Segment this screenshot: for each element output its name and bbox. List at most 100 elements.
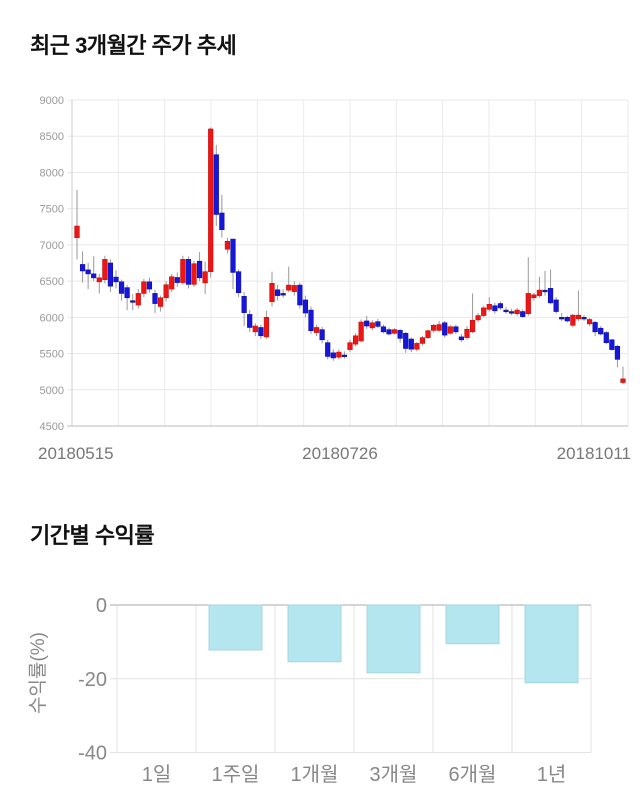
candle-up bbox=[369, 322, 375, 329]
price-x-date-label: 20180515 bbox=[38, 444, 114, 463]
candle-doji bbox=[559, 317, 565, 320]
candle-down bbox=[107, 262, 114, 287]
returns-x-category-label: 1년 bbox=[537, 763, 567, 786]
price-y-tick-label: 5500 bbox=[40, 349, 64, 361]
candle-down bbox=[230, 238, 236, 273]
price-x-date-label: 20180726 bbox=[302, 444, 378, 463]
candle-down bbox=[302, 299, 309, 314]
candle-doji bbox=[341, 354, 348, 358]
candle-down bbox=[325, 342, 331, 357]
candle-down bbox=[124, 287, 130, 299]
period-returns-bar-chart: 0 -20 -40 1일 1주일 1개월 3개월 6개월 1년 수익률(%) bbox=[27, 595, 592, 786]
candle-down bbox=[492, 305, 498, 312]
candle-down bbox=[609, 339, 615, 350]
candle-up bbox=[102, 259, 108, 280]
return-bar bbox=[287, 604, 342, 663]
price-candlestick-chart: 9000 8500 8000 7500 7000 6500 6000 5500 5000 4500… bbox=[38, 95, 631, 463]
price-y-tick-label: 7500 bbox=[40, 204, 64, 216]
returns-y-tick-label: -20 bbox=[78, 669, 107, 691]
candle-up bbox=[575, 314, 582, 320]
price-y-tick-label: 4500 bbox=[40, 421, 64, 433]
candle-down bbox=[258, 327, 264, 337]
returns-x-category-label: 6개월 bbox=[449, 763, 497, 786]
candle-up bbox=[96, 277, 102, 283]
candle-down bbox=[547, 288, 554, 304]
candle-down bbox=[520, 311, 526, 317]
candle-up bbox=[447, 326, 453, 334]
candle-down bbox=[598, 327, 604, 335]
candle-down bbox=[91, 273, 97, 279]
candle-up bbox=[570, 314, 576, 326]
returns-y-tick-label: -40 bbox=[78, 743, 107, 765]
candle-up bbox=[481, 307, 487, 316]
candle-down bbox=[386, 329, 392, 335]
returns-x-category-label: 1주일 bbox=[212, 763, 260, 786]
candle-up bbox=[352, 335, 359, 345]
candle-down bbox=[118, 281, 125, 294]
candle-up bbox=[486, 303, 492, 310]
candle-doji bbox=[503, 309, 509, 313]
candle-down bbox=[330, 352, 336, 359]
candle-up bbox=[263, 317, 270, 338]
candle-doji bbox=[542, 289, 548, 293]
candle-up bbox=[358, 321, 364, 342]
candle-up bbox=[224, 240, 231, 250]
candle-down bbox=[614, 346, 621, 360]
returns-x-category-label: 1개월 bbox=[291, 763, 339, 786]
price-y-tick-label: 7000 bbox=[40, 240, 64, 252]
candle-doji bbox=[581, 317, 587, 320]
candle-down bbox=[85, 269, 91, 275]
candle-down bbox=[592, 322, 598, 333]
return-bar bbox=[208, 604, 263, 651]
return-bar bbox=[524, 604, 579, 684]
candle-up bbox=[419, 337, 426, 344]
candle-down bbox=[364, 320, 370, 327]
candle-down bbox=[442, 322, 448, 336]
candle-down bbox=[458, 336, 465, 341]
candle-up bbox=[191, 263, 197, 285]
candle-down bbox=[319, 329, 325, 341]
candle-up bbox=[163, 284, 169, 299]
candle-down bbox=[308, 309, 314, 332]
candle-down bbox=[79, 264, 86, 272]
candle-up bbox=[291, 285, 297, 292]
candle-down bbox=[564, 317, 570, 322]
candle-up bbox=[336, 351, 342, 358]
candle-up bbox=[208, 128, 214, 272]
price-y-tick-label: 6500 bbox=[40, 276, 64, 288]
candle-down bbox=[196, 260, 203, 279]
returns-y-axis-title: 수익률(%) bbox=[27, 632, 49, 714]
candle-down bbox=[152, 293, 158, 304]
price-chart-title: 최근 3개월간 주가 추세 bbox=[30, 33, 237, 58]
candle-up bbox=[620, 378, 626, 383]
candle-up bbox=[436, 324, 442, 331]
candle-down bbox=[375, 321, 381, 327]
candle-up bbox=[169, 276, 175, 290]
candle-down bbox=[185, 259, 192, 285]
price-y-tick-label: 8500 bbox=[40, 131, 64, 143]
candle-up bbox=[74, 225, 80, 238]
candle-up bbox=[586, 319, 593, 325]
price-y-tick-label: 8000 bbox=[40, 167, 64, 179]
candle-up bbox=[525, 293, 531, 315]
candle-doji bbox=[280, 293, 286, 296]
candle-up bbox=[425, 330, 431, 338]
candle-doji bbox=[508, 311, 515, 314]
price-y-tick-label: 5000 bbox=[40, 385, 64, 397]
candle-down bbox=[241, 296, 247, 313]
candle-up bbox=[430, 325, 437, 331]
candle-down bbox=[219, 212, 225, 230]
returns-y-tick-label: 0 bbox=[96, 595, 107, 617]
returns-chart-title: 기간별 수익률 bbox=[30, 523, 155, 548]
candle-up bbox=[464, 328, 470, 338]
return-bar bbox=[445, 604, 500, 645]
candle-up bbox=[313, 327, 320, 333]
candle-up bbox=[135, 293, 141, 306]
candle-up bbox=[202, 271, 208, 284]
candle-up bbox=[286, 284, 292, 291]
candle-up bbox=[514, 309, 520, 315]
returns-x-category-label: 1일 bbox=[142, 763, 172, 786]
candle-down bbox=[380, 326, 387, 333]
candle-up bbox=[347, 342, 353, 350]
price-x-date-label: 20181011 bbox=[557, 444, 631, 463]
